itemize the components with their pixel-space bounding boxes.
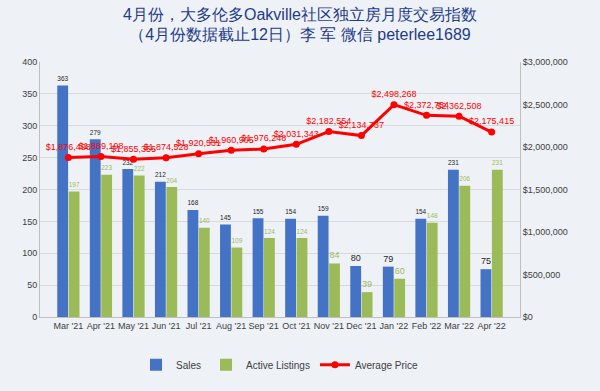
svg-text:Nov '21: Nov '21 (314, 321, 344, 331)
svg-text:$3,000,000: $3,000,000 (523, 57, 568, 67)
svg-text:60: 60 (395, 266, 405, 276)
svg-text:Jul '21: Jul '21 (186, 321, 212, 331)
svg-text:50: 50 (27, 280, 37, 290)
svg-text:140: 140 (199, 217, 210, 224)
svg-text:Aug '21: Aug '21 (216, 321, 246, 331)
svg-text:145: 145 (220, 214, 231, 221)
svg-text:$2,182,554: $2,182,554 (306, 116, 351, 126)
svg-text:$2,134,737: $2,134,737 (339, 120, 384, 130)
svg-text:231: 231 (492, 159, 503, 166)
svg-text:Sep '21: Sep '21 (249, 321, 279, 331)
svg-text:$500,000: $500,000 (523, 270, 561, 280)
svg-text:Apr '21: Apr '21 (87, 321, 115, 331)
svg-text:$2,031,343: $2,031,343 (274, 129, 319, 139)
svg-text:232: 232 (122, 159, 133, 166)
svg-text:Feb '22: Feb '22 (412, 321, 442, 331)
svg-text:$1,889,198: $1,889,198 (78, 141, 123, 151)
svg-text:75: 75 (481, 256, 491, 266)
svg-text:300: 300 (22, 121, 37, 131)
svg-text:80: 80 (351, 253, 361, 263)
svg-text:154: 154 (415, 208, 426, 215)
svg-text:$1,960,905: $1,960,905 (209, 135, 254, 145)
svg-text:$1,876,498: $1,876,498 (46, 142, 91, 152)
svg-text:124: 124 (264, 228, 275, 235)
svg-text:222: 222 (134, 165, 145, 172)
svg-text:$1,000,000: $1,000,000 (523, 227, 568, 237)
svg-text:Average Price: Average Price (355, 360, 418, 371)
svg-text:$2,175,415: $2,175,415 (469, 116, 514, 126)
svg-text:$2,000,000: $2,000,000 (523, 142, 568, 152)
svg-text:Apr '22: Apr '22 (478, 321, 506, 331)
svg-text:206: 206 (459, 175, 470, 182)
svg-text:159: 159 (318, 205, 329, 212)
svg-text:Mar '21: Mar '21 (54, 321, 84, 331)
svg-text:$2,362,508: $2,362,508 (437, 101, 482, 111)
svg-text:124: 124 (297, 228, 308, 235)
svg-text:197: 197 (69, 181, 80, 188)
svg-text:109: 109 (231, 237, 242, 244)
svg-text:223: 223 (101, 164, 112, 171)
svg-text:Dec '21: Dec '21 (346, 321, 376, 331)
svg-text:0: 0 (32, 312, 37, 322)
svg-text:84: 84 (330, 250, 340, 260)
svg-text:$1,874,528: $1,874,528 (144, 142, 189, 152)
svg-text:100: 100 (22, 248, 37, 258)
svg-text:39: 39 (362, 279, 372, 289)
svg-text:$2,500,000: $2,500,000 (523, 100, 568, 110)
svg-text:Jan '22: Jan '22 (380, 321, 409, 331)
svg-text:4月份，大多伦多Oakville社区独立房月度交易指数（4月: 4月份，大多伦多Oakville社区独立房月度交易指数（4月份数据截止12日）李… (123, 6, 477, 44)
svg-text:148: 148 (427, 212, 438, 219)
svg-text:363: 363 (57, 75, 68, 82)
svg-text:Mar '22: Mar '22 (444, 321, 474, 331)
svg-text:$1,855,355: $1,855,355 (111, 144, 156, 154)
svg-text:204: 204 (166, 177, 177, 184)
svg-text:Active Listings: Active Listings (246, 360, 310, 371)
svg-text:155: 155 (253, 208, 264, 215)
svg-text:154: 154 (285, 208, 296, 215)
svg-text:Oct '21: Oct '21 (282, 321, 310, 331)
svg-text:79: 79 (383, 254, 393, 264)
svg-text:May '21: May '21 (118, 321, 149, 331)
svg-text:$1,976,248: $1,976,248 (241, 133, 286, 143)
svg-text:279: 279 (90, 129, 101, 136)
svg-text:$1,920,531: $1,920,531 (176, 138, 221, 148)
svg-text:$2,372,754: $2,372,754 (404, 100, 449, 110)
svg-text:Jun '21: Jun '21 (152, 321, 181, 331)
svg-text:250: 250 (22, 153, 37, 163)
svg-text:$2,498,268: $2,498,268 (371, 89, 416, 99)
svg-text:Sales: Sales (176, 360, 201, 371)
svg-text:200: 200 (22, 185, 37, 195)
svg-text:$1,500,000: $1,500,000 (523, 185, 568, 195)
svg-text:$0: $0 (523, 312, 533, 322)
svg-text:350: 350 (22, 89, 37, 99)
svg-text:212: 212 (155, 171, 166, 178)
svg-text:400: 400 (22, 57, 37, 67)
svg-text:150: 150 (22, 217, 37, 227)
svg-text:168: 168 (188, 199, 199, 206)
svg-text:231: 231 (448, 159, 459, 166)
